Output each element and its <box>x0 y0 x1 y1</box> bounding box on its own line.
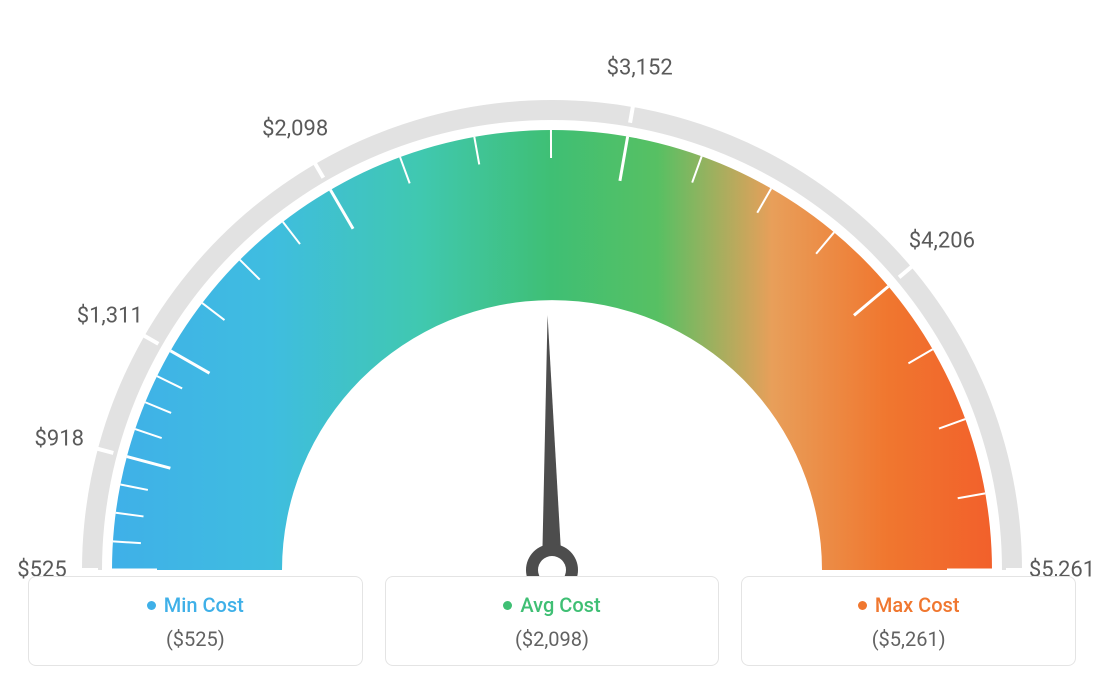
legend-value-max: ($5,261) <box>754 627 1063 651</box>
legend-label-avg: Avg Cost <box>520 593 600 617</box>
legend-card-avg-header: Avg Cost <box>398 593 707 617</box>
gauge-label: $918 <box>35 426 84 451</box>
gauge-needle <box>542 315 562 570</box>
legend-card-max: Max Cost ($5,261) <box>741 576 1076 666</box>
gauge-label: $3,152 <box>607 55 673 80</box>
legend-label-min: Min Cost <box>164 593 244 617</box>
gauge-label: $1,311 <box>77 303 143 328</box>
legend-value-avg: ($2,098) <box>398 627 707 651</box>
legend-row: Min Cost ($525) Avg Cost ($2,098) Max Cost ($… <box>0 576 1104 666</box>
cost-gauge-chart: $525$918$1,311$2,098$3,152$4,206$5,261 M… <box>0 0 1104 690</box>
legend-card-max-header: Max Cost <box>754 593 1063 617</box>
gauge-area: $525$918$1,311$2,098$3,152$4,206$5,261 <box>0 0 1104 560</box>
legend-dot-max <box>858 601 867 610</box>
gauge-label: $2,098 <box>262 117 328 142</box>
gauge-svg <box>0 40 1104 600</box>
legend-dot-avg <box>503 601 512 610</box>
legend-card-min: Min Cost ($525) <box>28 576 363 666</box>
legend-card-min-header: Min Cost <box>41 593 350 617</box>
legend-dot-min <box>147 601 156 610</box>
gauge-label: $4,206 <box>909 229 975 254</box>
legend-value-min: ($525) <box>41 627 350 651</box>
legend-label-max: Max Cost <box>875 593 960 617</box>
legend-card-avg: Avg Cost ($2,098) <box>385 576 720 666</box>
